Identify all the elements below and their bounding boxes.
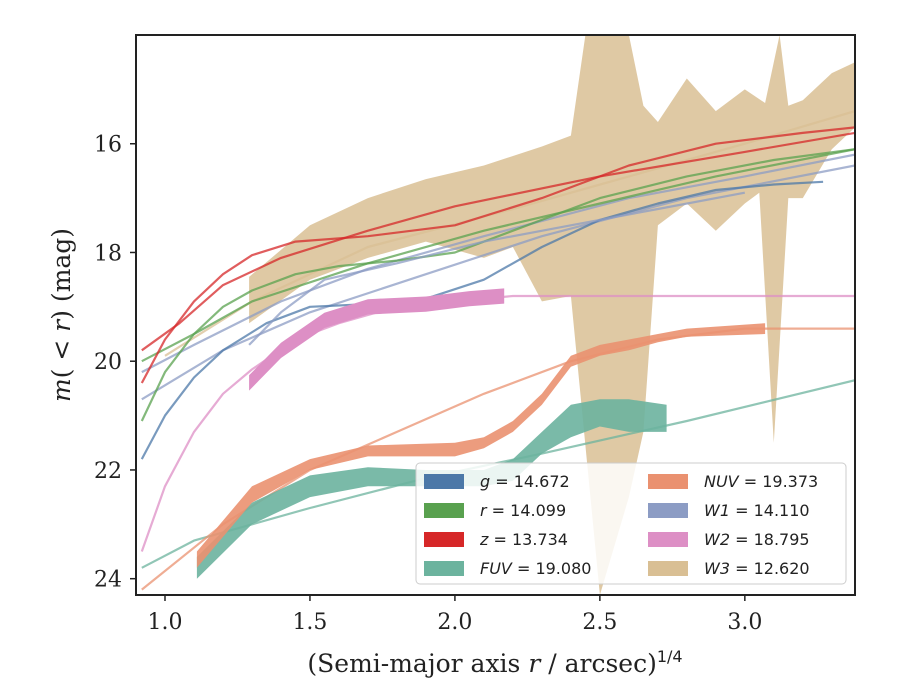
legend-swatch-fuv <box>424 561 464 576</box>
x-tick-label: 1.0 <box>147 610 182 635</box>
y-tick-label: 24 <box>94 568 122 593</box>
legend-swatch-w2 <box>648 532 688 547</box>
y-tick-label: 16 <box>94 133 122 158</box>
curve-w1-line <box>141 153 855 374</box>
legend-label-w3: W3 = 12.620 <box>704 559 810 578</box>
legend-label-fuv: FUV = 19.080 <box>480 559 591 578</box>
band-nuv-area <box>196 323 766 568</box>
y-axis-label: m( < r) (mag) <box>47 228 76 402</box>
series-layer <box>140 35 855 595</box>
y-tick-label: 18 <box>94 241 122 266</box>
curve-z-line <box>141 131 855 352</box>
x-tick-label: 2.0 <box>437 610 472 635</box>
curve-r-line <box>141 148 855 363</box>
curve-z-line <box>140 126 855 384</box>
band-fuv-area <box>196 399 667 579</box>
legend-label-nuv: NUV = 19.373 <box>704 472 818 491</box>
legend-swatch-g <box>424 474 464 489</box>
legend-swatch-nuv <box>648 474 688 489</box>
y-axis-ticks: 16 18 20 22 24 <box>94 133 136 593</box>
legend-label-g: g = 14.672 <box>480 472 570 491</box>
legend-swatch-w3 <box>648 561 688 576</box>
plot-frame <box>135 34 856 596</box>
legend-label-r: r = 14.099 <box>480 501 566 520</box>
y-tick-label: 20 <box>94 350 122 375</box>
legend-label-w2: W2 = 18.795 <box>704 530 810 549</box>
x-tick-label: 2.5 <box>582 610 617 635</box>
x-axis-label: (Semi-major axis r / arcsec)1/4 <box>307 647 682 678</box>
band-w2-area <box>249 288 505 391</box>
y-tick-label: 22 <box>94 459 122 484</box>
legend-label-w1: W1 = 14.110 <box>704 501 810 520</box>
legend-swatch-w1 <box>648 503 688 518</box>
legend-frame <box>415 462 847 585</box>
x-axis-ticks: 1.0 1.5 2.0 2.5 3.0 <box>147 595 762 635</box>
curve-w1-line <box>248 191 746 346</box>
x-tick-label: 1.5 <box>292 610 327 635</box>
band-w3-area <box>249 35 855 595</box>
legend-swatch-r <box>424 503 464 518</box>
legend-swatch-z <box>424 532 464 547</box>
legend: g = 14.672 r = 14.099 z = 13.734 FUV = 19.0… <box>415 462 847 585</box>
legend-label-z: z = 13.734 <box>479 530 568 549</box>
curve-r-line <box>140 148 855 422</box>
x-tick-label: 3.0 <box>727 610 762 635</box>
